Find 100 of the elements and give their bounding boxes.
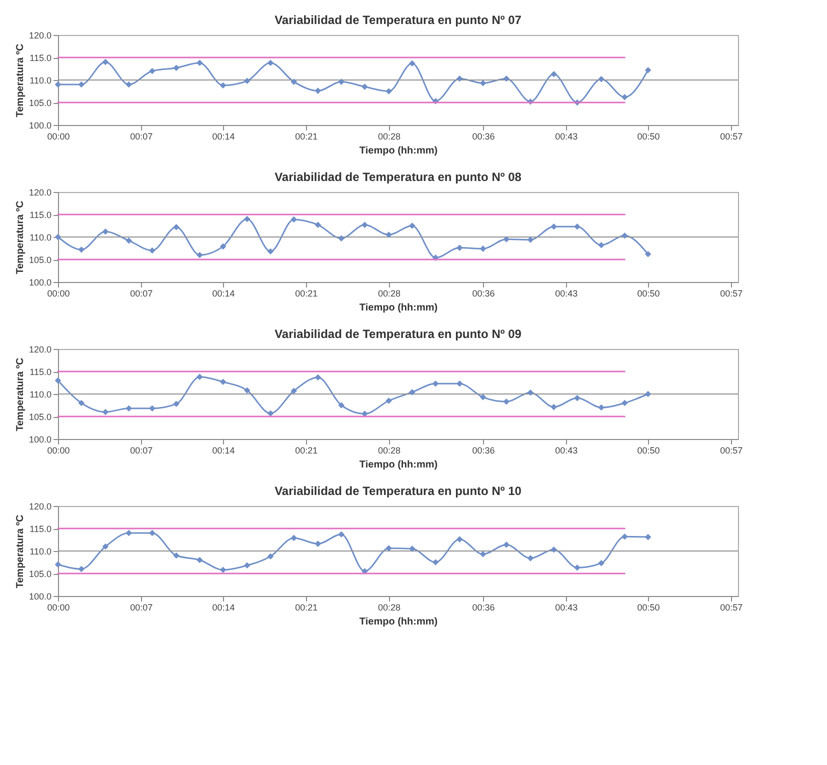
point (409, 60, 416, 67)
point (78, 400, 85, 406)
point (173, 552, 180, 559)
point (149, 530, 156, 536)
point (126, 81, 132, 88)
y-tick-label: 115.0 (30, 524, 52, 534)
point (173, 64, 180, 72)
point (314, 374, 322, 381)
point (220, 566, 226, 574)
x-tick-label: 00:36 (472, 446, 495, 456)
point (244, 562, 250, 569)
point (527, 389, 534, 396)
x-tick-label: 00:43 (555, 602, 578, 612)
x-tick-label: 00:00 (47, 446, 70, 456)
point (290, 78, 298, 85)
y-axis-title: Temperatura ºC (14, 44, 26, 118)
point (126, 530, 132, 536)
point (220, 243, 226, 250)
x-tick-label: 00:36 (472, 132, 495, 142)
point (644, 534, 652, 540)
point (598, 76, 604, 82)
y-axis-title: Temperatura ºC (14, 358, 26, 432)
y-tick-label: 105.0 (28, 412, 52, 422)
point (338, 402, 344, 408)
x-axis-title: Tiempo (hh:mm) (359, 146, 438, 156)
x-tick-label: 00:28 (378, 446, 401, 456)
point (78, 246, 85, 253)
point (480, 394, 486, 400)
y-tick-label: 100.0 (28, 592, 52, 602)
point (314, 88, 322, 94)
point (102, 228, 109, 235)
x-tick-label: 00:07 (130, 446, 153, 456)
point (220, 82, 226, 89)
point (386, 398, 392, 404)
point (54, 377, 62, 384)
point (78, 566, 85, 572)
x-tick-label: 00:43 (555, 446, 578, 456)
point (314, 540, 322, 547)
point (598, 242, 604, 248)
x-tick-label: 00:43 (555, 132, 578, 142)
x-tick-label: 00:21 (295, 602, 318, 612)
chart-title: Variabilidad de Temperatura en punto Nº 07 (274, 13, 522, 27)
point (267, 248, 274, 255)
x-tick-label: 00:21 (295, 132, 318, 142)
point (244, 78, 250, 84)
y-tick-label: 105.0 (28, 255, 52, 265)
y-tick-label: 100.0 (28, 278, 52, 288)
y-tick-label: 100.0 (28, 434, 52, 444)
chart-title: Variabilidad de Temperatura en punto Nº 08 (274, 170, 522, 184)
point (409, 389, 416, 396)
y-tick-label: 120.0 (28, 502, 52, 512)
point (267, 553, 274, 560)
point (644, 66, 652, 74)
y-tick-label: 105.0 (28, 569, 52, 579)
point (290, 534, 298, 542)
y-tick-label: 110.0 (30, 232, 52, 242)
x-tick-label: 00:00 (47, 602, 70, 612)
x-tick-label: 00:21 (295, 446, 318, 456)
x-tick-label: 00:00 (47, 132, 70, 142)
point (527, 236, 534, 243)
x-tick-label: 00:36 (472, 288, 495, 298)
x-tick-label: 00:57 (720, 446, 743, 456)
point (267, 410, 274, 417)
point (409, 222, 416, 229)
x-tick-label: 00:14 (212, 132, 235, 142)
x-tick-label: 00:57 (720, 132, 743, 142)
x-tick-label: 00:21 (295, 288, 318, 298)
x-tick-label: 00:07 (130, 288, 153, 298)
point (622, 94, 628, 100)
point (196, 556, 203, 564)
x-tick-label: 00:14 (212, 602, 235, 612)
point (456, 75, 463, 82)
x-tick-label: 00:43 (555, 288, 578, 298)
x-axis-title: Tiempo (hh:mm) (359, 460, 438, 470)
y-tick-label: 110.0 (30, 546, 52, 556)
point (78, 81, 85, 88)
point (574, 394, 580, 402)
y-axis-title: Temperatura ºC (14, 200, 26, 274)
point (622, 232, 628, 239)
point (362, 84, 368, 90)
x-tick-label: 00:57 (720, 288, 743, 298)
x-tick-label: 00:50 (637, 288, 660, 298)
point (503, 236, 510, 242)
x-tick-label: 00:07 (130, 132, 153, 142)
point (54, 234, 62, 240)
point (54, 81, 62, 88)
x-axis-title: Tiempo (hh:mm) (359, 616, 438, 628)
x-tick-label: 00:14 (212, 288, 235, 298)
x-tick-label: 00:28 (378, 602, 401, 612)
x-tick-label: 00:50 (637, 446, 660, 456)
point (314, 222, 322, 228)
y-tick-label: 120.0 (28, 30, 52, 40)
point (338, 235, 344, 242)
y-tick-label: 105.0 (28, 98, 52, 108)
point (102, 58, 109, 66)
y-tick-label: 110.0 (30, 390, 52, 400)
point (503, 542, 510, 548)
y-tick-label: 120.0 (28, 188, 52, 198)
point (503, 75, 510, 82)
x-axis-title: Tiempo (hh:mm) (359, 302, 438, 314)
